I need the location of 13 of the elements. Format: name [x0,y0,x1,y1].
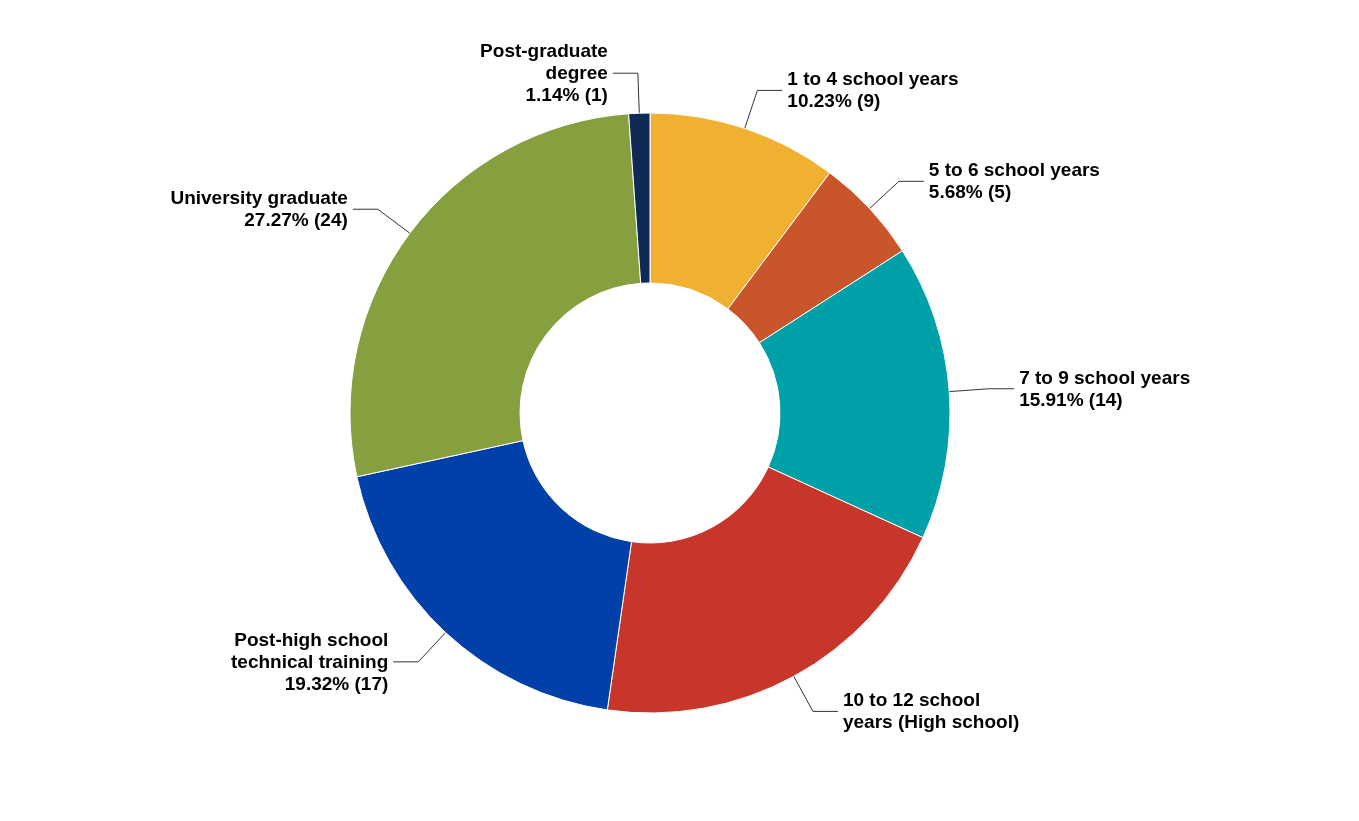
slice-label: 7 to 9 school years [1019,366,1191,388]
data-label: 19.32% (17) [284,672,389,694]
slice-label: 1 to 4 school years [787,68,959,90]
data-label: 1.14% (1) [525,84,608,106]
data-label: 10.23% (9) [787,90,881,112]
slice-label: 5 to 6 school years [928,159,1100,181]
slice-label: Post-high school technical training [231,628,389,672]
data-label: 5.68% (5) [928,181,1012,203]
slice-label: Post-graduate degree [480,40,608,84]
slice-label: University graduate [170,187,348,209]
data-label: 27.27% (24) [244,209,348,231]
data-label: 15.91% (14) [1019,388,1123,410]
slice-label: 10 to 12 school years (High school) [842,689,1020,733]
